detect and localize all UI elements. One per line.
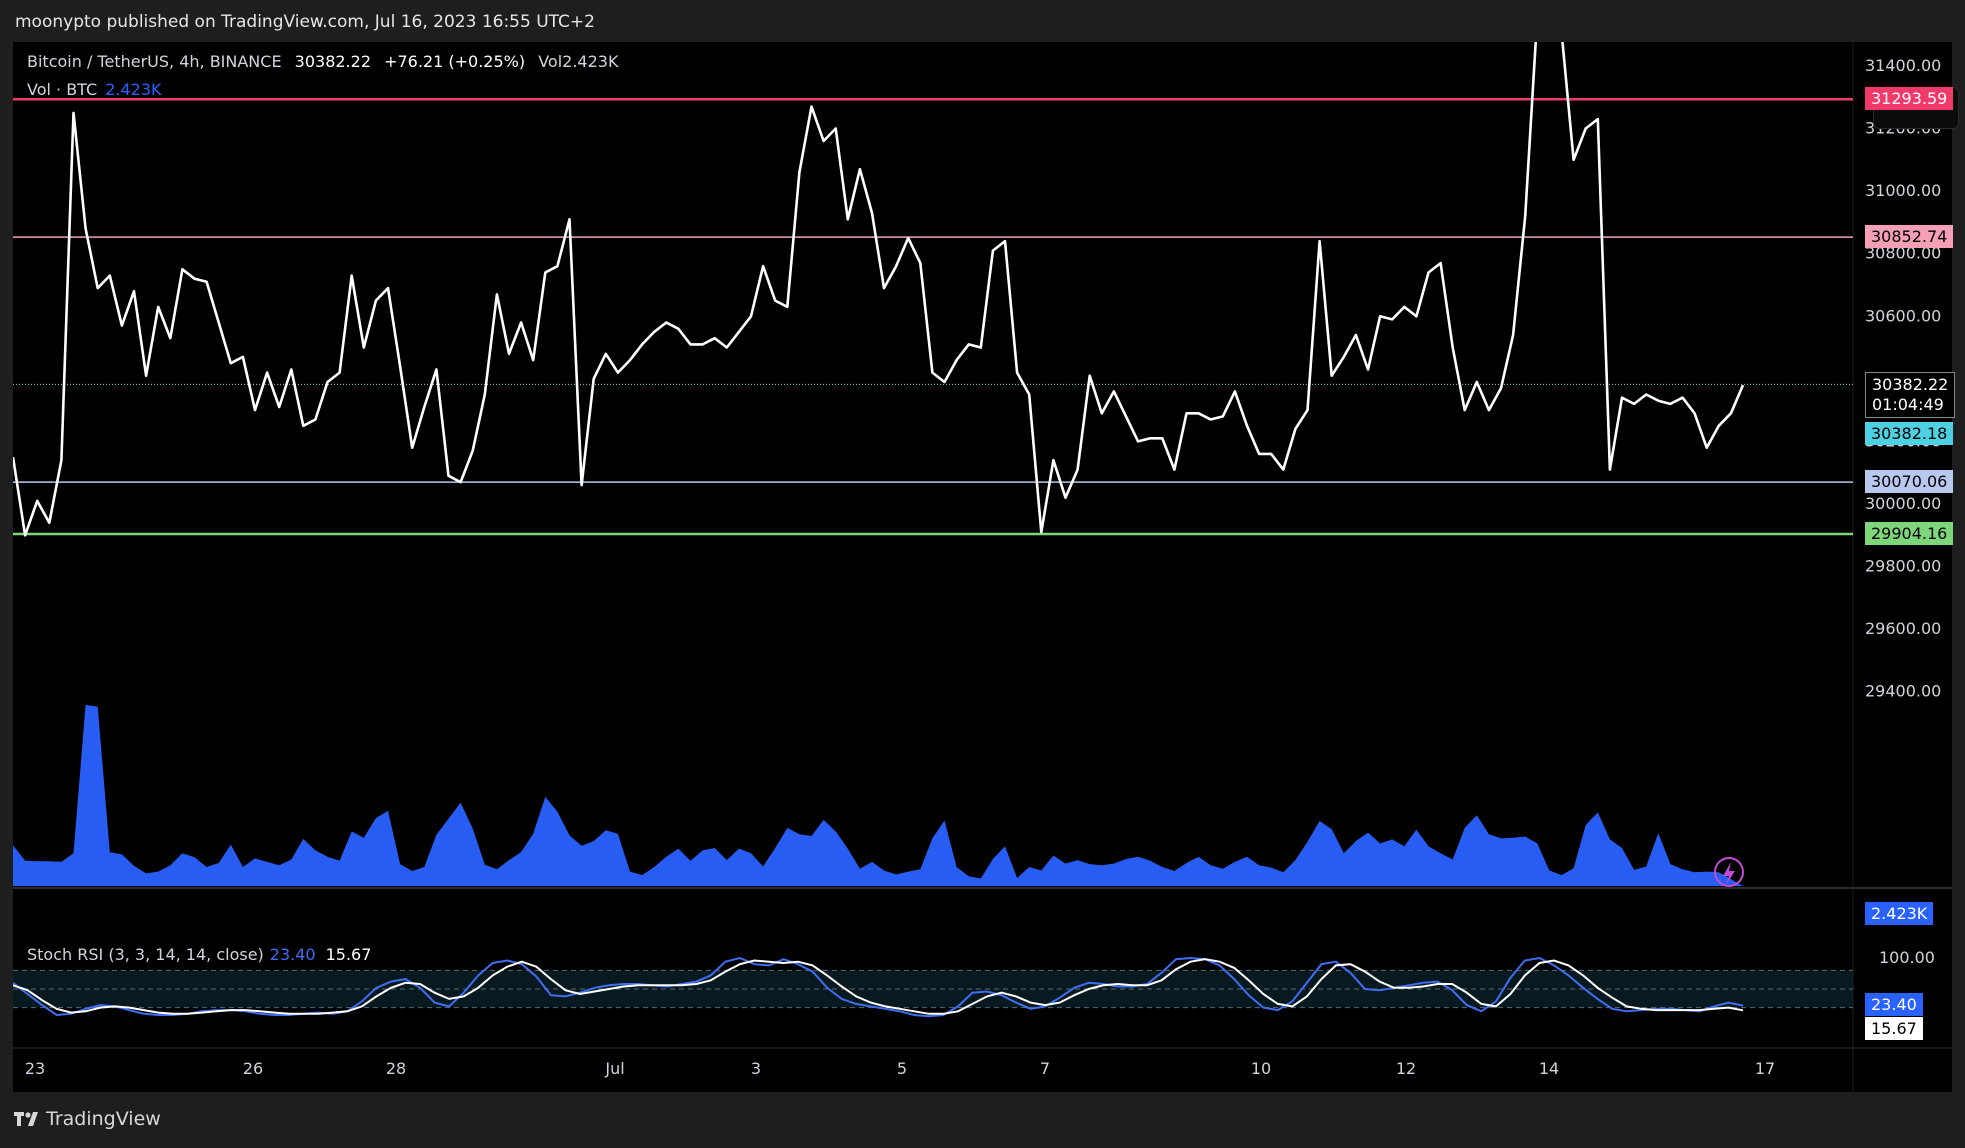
tradingview-brand: TradingView bbox=[46, 1108, 161, 1130]
time-tick-label: 17 bbox=[1755, 1059, 1775, 1078]
time-tick-label: 26 bbox=[243, 1059, 263, 1078]
legend-price: 30382.22 bbox=[294, 52, 371, 71]
volume-legend: Vol · BTC 2.423K bbox=[27, 80, 161, 99]
lightning-icon-bolt bbox=[1723, 862, 1735, 885]
price-tick-label: 31000.00 bbox=[1865, 181, 1941, 200]
bottom-bar bbox=[0, 1092, 1965, 1148]
time-tick-label: 23 bbox=[25, 1059, 45, 1078]
symbol-legend: Bitcoin / TetherUS, 4h, BINANCE 30382.22… bbox=[27, 52, 626, 71]
stoch-rsi-tick-label: 100.00 bbox=[1879, 948, 1935, 967]
volume-area bbox=[13, 704, 1743, 886]
level-tag: 29904.16 bbox=[1865, 521, 1954, 545]
chart-svg[interactable]: 31400.0031200.0031000.0030800.0030600.00… bbox=[13, 42, 1952, 1092]
time-tick-label: 3 bbox=[751, 1059, 761, 1078]
price-tick-label: 30000.00 bbox=[1865, 494, 1941, 513]
current-price-tag: 30382.22 01:04:49 bbox=[1865, 372, 1956, 419]
legend-change: +76.21 (+0.25%) bbox=[384, 52, 526, 71]
volume-value: 2.423K bbox=[105, 80, 162, 99]
level-tag: 30852.74 bbox=[1865, 225, 1954, 249]
stoch-rsi-legend: Stoch RSI (3, 3, 14, 14, close) 23.40 15.6… bbox=[27, 945, 371, 964]
time-tick-label: 14 bbox=[1539, 1059, 1559, 1078]
time-tick-label: 28 bbox=[386, 1059, 406, 1078]
time-tick-label: 7 bbox=[1040, 1059, 1050, 1078]
level-tag: 30070.06 bbox=[1865, 470, 1954, 494]
tradingview-logo-icon bbox=[14, 1112, 38, 1126]
stoch-rsi-k-value: 23.40 bbox=[269, 945, 316, 964]
top-bar: moonypto published on TradingView.com, J… bbox=[0, 0, 1965, 44]
tradingview-logo[interactable]: TradingView bbox=[14, 1108, 161, 1130]
volume-label: Vol · BTC bbox=[27, 80, 98, 99]
level-tag: 31293.59 bbox=[1865, 87, 1954, 111]
lightning-icon[interactable] bbox=[1714, 857, 1744, 887]
lightning-icon-ring bbox=[1714, 857, 1744, 887]
time-tick-label: 5 bbox=[897, 1059, 907, 1078]
price-tick-label: 29600.00 bbox=[1865, 619, 1941, 638]
legend-volume: Vol2.423K bbox=[538, 52, 619, 71]
price-tick-label: 30800.00 bbox=[1865, 244, 1941, 263]
price-tick-label: 31400.00 bbox=[1865, 56, 1941, 75]
time-tick-label: 10 bbox=[1251, 1059, 1271, 1078]
stoch-rsi-label: Stoch RSI (3, 3, 14, 14, close) bbox=[27, 945, 264, 964]
volume-tag: 2.423K bbox=[1865, 902, 1934, 925]
time-tick-label: 12 bbox=[1396, 1059, 1416, 1078]
price-tick-label: 29400.00 bbox=[1865, 682, 1941, 701]
stoch-rsi-d-tag: 15.67 bbox=[1865, 1017, 1923, 1041]
bid-price-tag: 30382.18 bbox=[1865, 422, 1954, 446]
price-tick-label: 30600.00 bbox=[1865, 306, 1941, 325]
symbol-name: Bitcoin / TetherUS, 4h, BINANCE bbox=[27, 52, 282, 71]
stoch-rsi-k-tag: 23.40 bbox=[1865, 993, 1923, 1017]
time-tick-label: Jul bbox=[604, 1059, 624, 1078]
price-line bbox=[13, 42, 1745, 537]
chart-frame[interactable]: 31400.0031200.0031000.0030800.0030600.00… bbox=[13, 42, 1959, 1092]
stoch-rsi-d-value: 15.67 bbox=[325, 945, 372, 964]
stoch-rsi-d-line bbox=[13, 958, 1744, 1015]
publisher-line: moonypto published on TradingView.com, J… bbox=[15, 12, 595, 32]
price-tick-label: 29800.00 bbox=[1865, 557, 1941, 576]
